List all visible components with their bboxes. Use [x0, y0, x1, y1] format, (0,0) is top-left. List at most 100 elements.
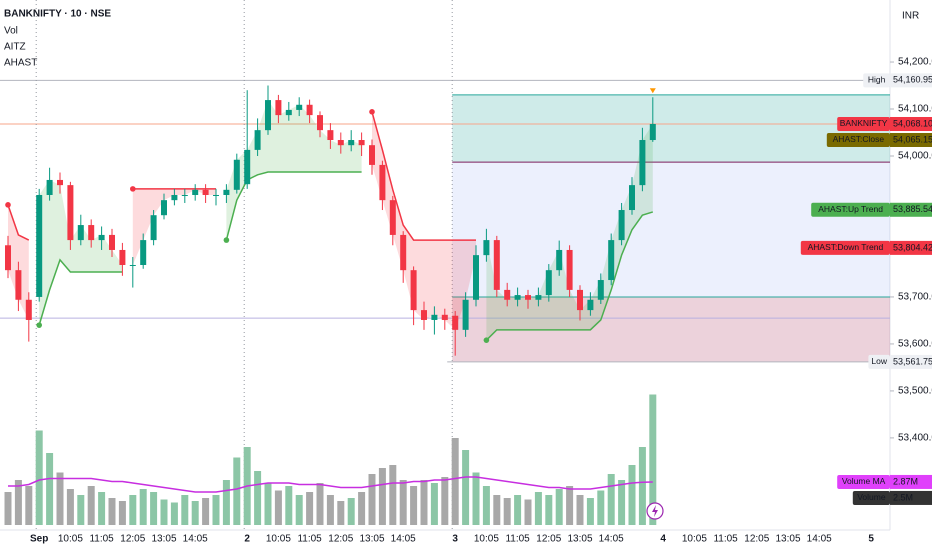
- volume-bar: [254, 471, 262, 525]
- tag-value: 54,065.15: [893, 134, 932, 144]
- candle-body: [379, 164, 386, 201]
- volume-bar: [503, 498, 511, 525]
- volume-bar: [118, 501, 126, 525]
- tag-value-bg: [890, 116, 932, 131]
- candle-body: [369, 145, 375, 165]
- tag-value: 2.5M: [893, 492, 913, 502]
- x-tick-label: 11:05: [713, 534, 738, 545]
- trend-fill: [486, 123, 653, 341]
- volume-bar: [25, 486, 33, 525]
- volume-bar: [295, 495, 303, 525]
- candle-body: [150, 215, 157, 241]
- candle-body: [244, 149, 251, 185]
- volume-bar: [514, 495, 522, 525]
- x-tick-label: 13:05: [151, 534, 176, 545]
- volume-bar: [441, 477, 449, 525]
- candle-body: [431, 314, 438, 320]
- volume-bar: [77, 495, 85, 525]
- candle-body: [119, 249, 126, 265]
- candle-body: [25, 299, 32, 320]
- candle-body: [57, 179, 63, 186]
- trend-line: [38, 258, 123, 326]
- volume-bar: [87, 486, 95, 525]
- candle-body: [202, 189, 209, 195]
- x-tick-label: Sep: [30, 534, 48, 545]
- tag-name: Low: [871, 356, 887, 366]
- candle-body: [358, 140, 365, 146]
- candle-body: [348, 140, 355, 146]
- x-tick-label: 10:05: [58, 534, 83, 545]
- candle-body: [473, 255, 479, 300]
- candle-body: [129, 265, 136, 266]
- trend-start-dot: [483, 337, 490, 343]
- volume-bar: [264, 483, 272, 525]
- candle-body: [525, 295, 531, 300]
- volume-bar: [420, 480, 428, 525]
- volume-bar: [139, 489, 147, 525]
- indicator-name: AITZ: [4, 42, 26, 53]
- candle-body: [285, 109, 292, 116]
- tag-name-bg: [826, 132, 890, 147]
- candle-body: [213, 194, 219, 196]
- tag-value: 54,068.10: [893, 118, 932, 128]
- x-tick-label: 13:05: [775, 534, 800, 545]
- tag-name: High: [868, 75, 886, 85]
- indicator-name: Vol: [4, 26, 18, 37]
- candle-body: [265, 100, 271, 131]
- volume-bar: [4, 492, 12, 525]
- candle-body: [317, 115, 323, 131]
- volume-bar: [191, 501, 199, 525]
- candle-body: [15, 270, 22, 300]
- volume-bar: [472, 472, 480, 525]
- y-tick-label: 54,000.00: [898, 151, 932, 162]
- tag-name: Volume MA: [842, 476, 886, 486]
- volume-bar: [316, 483, 324, 525]
- tag-value-bg: [890, 202, 932, 217]
- candle-body: [535, 295, 542, 300]
- volume-bar: [202, 498, 210, 525]
- tag-value-bg: [890, 73, 932, 88]
- volume-bar: [326, 495, 334, 525]
- candle-body: [140, 240, 147, 265]
- zone: [452, 162, 890, 297]
- icon-bolt[interactable]: [652, 505, 658, 517]
- trend-start-dot: [5, 202, 11, 208]
- tag-value-bg: [890, 474, 932, 489]
- volume-bar: [35, 430, 43, 525]
- candle-body: [5, 245, 11, 271]
- candle-body: [275, 100, 282, 116]
- volume-bar: [545, 495, 553, 525]
- candle-body: [181, 194, 188, 196]
- y-tick-label: 53,600.00: [898, 339, 932, 350]
- candle-body: [618, 210, 625, 241]
- volume-bar: [46, 453, 54, 525]
- candle-body: [109, 234, 115, 250]
- volume-bar: [607, 474, 615, 525]
- candle-body: [577, 289, 583, 311]
- x-tick-label: 14:05: [807, 534, 832, 545]
- candle-body: [400, 234, 407, 271]
- tag-name: AHAST:Up Trend: [818, 204, 883, 214]
- symbol-title: BANKNIFTY · 10 · NSE: [4, 9, 111, 20]
- candle-body: [254, 130, 261, 150]
- replay-icon[interactable]: [646, 502, 664, 520]
- candle-body: [36, 194, 43, 297]
- x-tick-label: 14:05: [183, 534, 208, 545]
- volume-bar: [638, 447, 646, 525]
- candle-body: [452, 315, 459, 330]
- volume-bar: [108, 498, 116, 525]
- volume-bar: [56, 472, 64, 525]
- tag-name: Volume: [857, 492, 886, 502]
- candle-body: [46, 179, 53, 195]
- tag-name-bg: [852, 490, 890, 505]
- candle-body: [483, 240, 490, 256]
- tag-value: 53,885.54: [893, 204, 932, 214]
- x-tick-label: 12:05: [536, 534, 561, 545]
- x-tick-label: 10:05: [682, 534, 707, 545]
- candle-body: [639, 140, 646, 186]
- volume-bar: [628, 465, 636, 525]
- tag-name-bg: [811, 202, 890, 217]
- x-tick-label: 10:05: [266, 534, 291, 545]
- volume-bar: [462, 450, 470, 525]
